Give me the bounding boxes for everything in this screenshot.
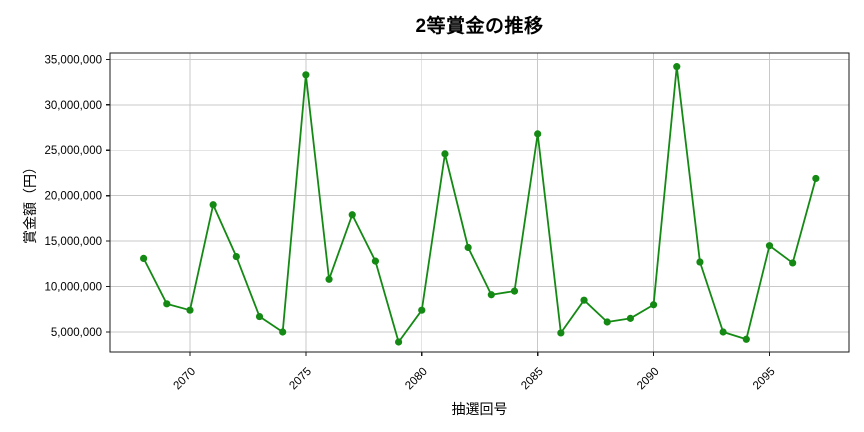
data-point-marker	[325, 275, 333, 283]
data-point-marker	[742, 335, 750, 343]
data-point-marker	[765, 242, 774, 250]
x-tick-label: 2070	[172, 366, 199, 393]
data-point-marker	[580, 296, 588, 304]
x-axis-label: 抽選回号	[451, 401, 508, 417]
data-point-marker	[719, 328, 727, 336]
x-tick-label: 2080	[403, 366, 430, 393]
y-tick-label: 35,000,000	[44, 54, 102, 66]
data-point-marker	[418, 306, 426, 314]
data-point-marker	[510, 287, 519, 295]
data-point-marker	[534, 130, 542, 138]
y-tick-label: 15,000,000	[44, 236, 102, 248]
x-tick-label: 2090	[635, 366, 662, 393]
series-line	[142, 65, 817, 343]
data-point-marker	[140, 254, 148, 262]
y-tick-label: 10,000,000	[44, 282, 102, 294]
data-point-marker	[348, 211, 356, 219]
x-tick-label: 2095	[751, 366, 778, 393]
y-axis-label: 賞金額（円）	[22, 160, 38, 244]
data-point-marker	[789, 259, 797, 267]
data-point-marker	[696, 258, 704, 266]
data-point-marker	[371, 257, 380, 265]
data-point-marker	[673, 63, 681, 71]
y-tick-label: 30,000,000	[44, 100, 102, 112]
data-point-marker	[812, 174, 820, 183]
x-tick-label: 2075	[287, 366, 314, 393]
data-point-marker	[557, 329, 565, 337]
axes-border	[109, 52, 850, 353]
data-point-marker	[441, 150, 449, 158]
data-point-marker	[186, 306, 194, 314]
chart-title: 2等賞金の推移	[415, 16, 544, 37]
data-point-marker	[649, 301, 658, 309]
data-point-marker	[603, 318, 611, 326]
data-point-marker	[464, 243, 472, 252]
data-point-marker	[302, 71, 310, 79]
data-point-marker	[163, 300, 171, 308]
data-point-marker	[394, 338, 403, 346]
data-point-marker	[279, 328, 287, 336]
x-tick-label: 2085	[519, 366, 546, 393]
data-point-marker	[255, 312, 264, 321]
y-tick-label: 25,000,000	[44, 145, 102, 157]
data-point-marker	[487, 291, 495, 299]
y-tick-label: 5,000,000	[51, 327, 102, 339]
data-point-marker	[209, 201, 217, 209]
y-tick-label: 20,000,000	[44, 191, 102, 203]
data-point-marker	[232, 252, 240, 261]
data-point-marker	[626, 314, 635, 322]
